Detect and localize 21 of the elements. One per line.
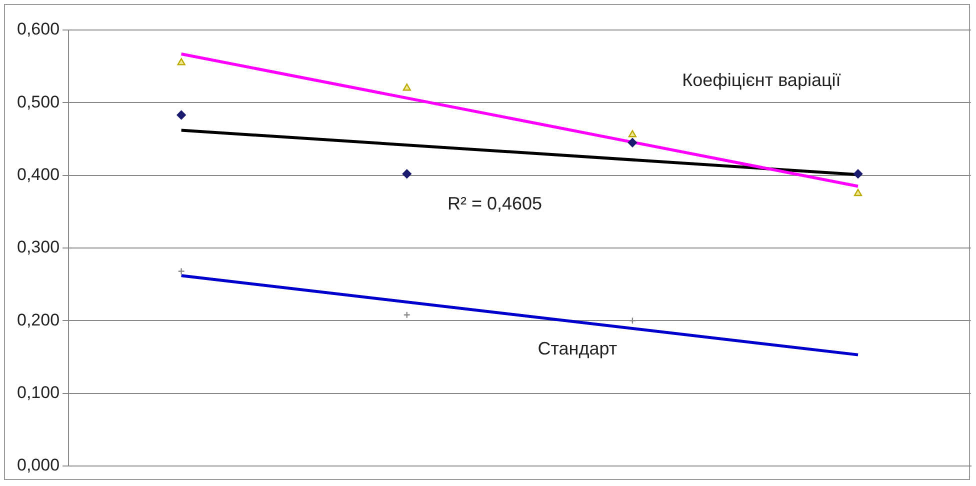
point: [403, 311, 410, 318]
point: [628, 317, 636, 324]
point: [854, 188, 862, 196]
annotation: Стандарт: [538, 338, 618, 359]
y-tick-label: 0,000: [16, 456, 60, 475]
y-tick-label: 0,500: [16, 92, 60, 112]
y-tick-label: 0,400: [16, 165, 60, 184]
y-tick-label: 0,100: [16, 383, 60, 402]
point: [402, 84, 411, 91]
point: [177, 58, 186, 66]
point: [853, 169, 863, 178]
point: [178, 268, 185, 275]
point: [176, 110, 186, 120]
y-tick-label: 0,300: [16, 238, 60, 257]
y-tick-label: 0,200: [16, 310, 60, 330]
point: [628, 138, 638, 148]
point: [402, 169, 412, 178]
y-tick-label: 0,600: [16, 20, 60, 39]
annotation: Коефіцієнт варіації: [682, 70, 841, 90]
annotation: R² = 0,4605: [447, 193, 542, 214]
point: [628, 130, 637, 138]
